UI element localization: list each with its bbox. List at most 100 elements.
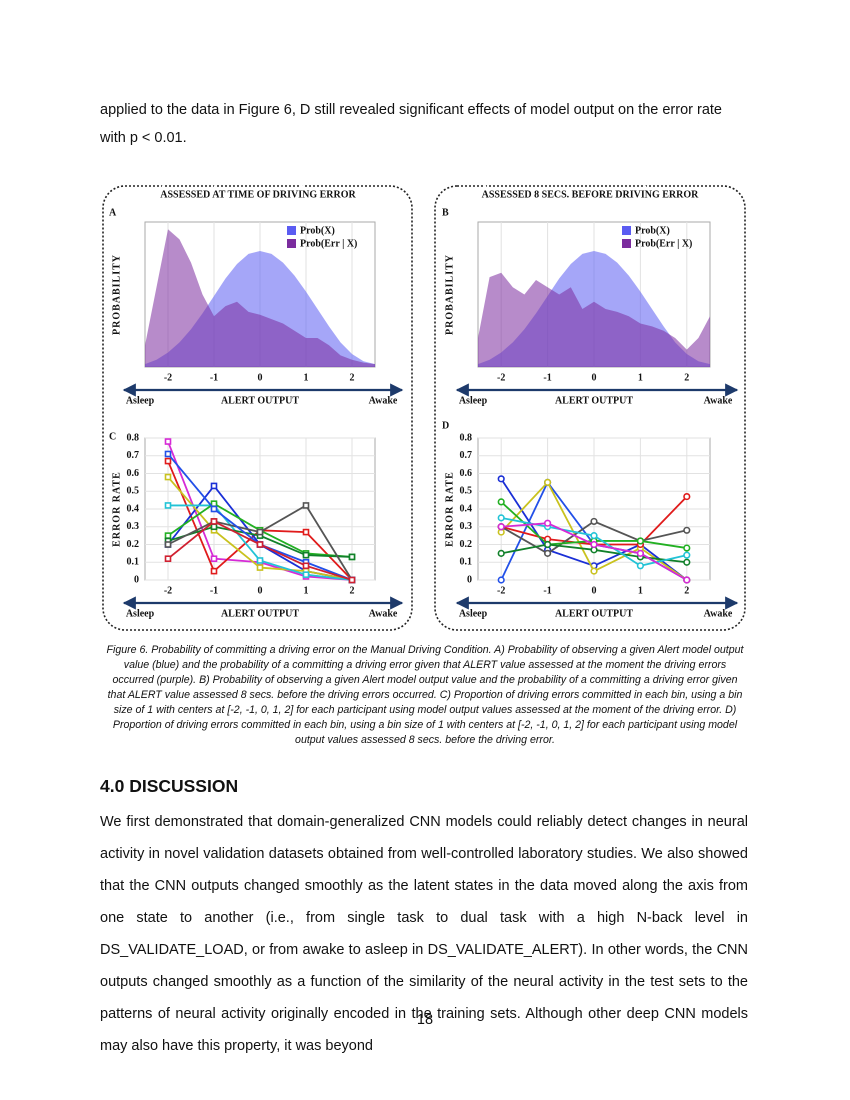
marker (256, 528, 264, 536)
y-axis-label: PROBABILITY (444, 254, 455, 335)
x-tick-label: 1 (304, 372, 309, 383)
marker (164, 555, 172, 563)
panel-label: C (109, 431, 116, 442)
marker (164, 450, 172, 458)
marker (636, 562, 645, 570)
y-tick-label: 0.7 (127, 450, 140, 461)
y-axis-label: ERROR RATE (444, 471, 455, 547)
y-tick-label: 0.8 (460, 432, 473, 443)
x-tick-label: 0 (592, 585, 597, 596)
legend-swatch (287, 239, 296, 248)
y-tick-label: 0.5 (127, 486, 140, 497)
x-right-label: Awake (704, 395, 733, 406)
y-tick-label: 0.6 (127, 468, 140, 479)
legend-swatch (287, 226, 296, 235)
x-right-label: Awake (704, 608, 733, 619)
legend-swatch (622, 239, 631, 248)
marker (590, 540, 598, 549)
marker (683, 558, 691, 566)
x-tick-label: 2 (684, 372, 689, 383)
x-axis-label: ALERT OUTPUT (555, 395, 633, 406)
figure-caption: Figure 6. Probability of committing a dr… (106, 644, 744, 746)
marker (210, 482, 218, 490)
marker (543, 540, 552, 549)
marker (302, 562, 310, 570)
legend-label: Prob(Err | X) (635, 238, 692, 249)
legend-label: Prob(X) (635, 225, 670, 236)
marker (683, 526, 691, 534)
marker (590, 517, 598, 526)
x-tick-label: 1 (638, 372, 643, 383)
y-tick-label: 0.6 (460, 468, 473, 479)
marker (497, 549, 505, 557)
panel-label: A (109, 207, 117, 218)
x-tick-label: -1 (543, 372, 551, 383)
y-tick-label: 0.2 (127, 539, 140, 550)
y-tick-label: 0 (467, 574, 472, 585)
panel-box (102, 185, 413, 631)
marker (256, 541, 264, 548)
x-tick-label: -2 (497, 585, 505, 596)
x-right-label: Awake (369, 608, 398, 619)
y-tick-label: 0.7 (460, 450, 473, 461)
marker (210, 523, 218, 531)
marker (590, 532, 598, 540)
x-tick-label: 2 (684, 585, 689, 596)
marker (256, 564, 264, 571)
y-tick-label: 0.4 (460, 503, 473, 514)
marker (543, 519, 552, 527)
x-left-label: Asleep (459, 608, 488, 619)
y-tick-label: 0.5 (460, 486, 473, 497)
panel-label: B (442, 207, 449, 218)
x-axis-label: ALERT OUTPUT (221, 608, 299, 619)
marker (348, 553, 356, 561)
figure: A ASSESSED AT TIME OF DRIVING ERROR -2 -1 0 1… (102, 185, 746, 631)
panel-box (434, 185, 746, 631)
area (478, 272, 710, 367)
x-left-label: Asleep (126, 395, 155, 406)
legend-swatch (622, 226, 631, 235)
marker (210, 555, 218, 563)
marker (302, 528, 310, 536)
marker (683, 576, 691, 584)
x-tick-label: -2 (497, 372, 505, 383)
x-tick-label: -1 (210, 372, 218, 383)
x-right-label: Awake (369, 395, 398, 406)
marker (164, 532, 172, 539)
area (145, 229, 375, 367)
marker (636, 549, 645, 557)
marker (210, 567, 218, 575)
marker (164, 473, 172, 481)
marker (164, 541, 172, 548)
x-tick-label: -1 (543, 585, 551, 596)
x-left-label: Asleep (459, 395, 488, 406)
marker (543, 549, 552, 557)
legend-label: Prob(X) (300, 225, 335, 236)
y-tick-label: 0.1 (127, 557, 140, 568)
marker (302, 502, 310, 509)
marker (210, 500, 218, 507)
marker (256, 557, 264, 564)
marker (210, 518, 218, 525)
y-tick-label: 0.2 (460, 539, 473, 550)
marker (497, 498, 505, 506)
y-tick-label: 0.1 (460, 557, 473, 568)
x-axis-label: ALERT OUTPUT (555, 608, 633, 619)
marker (497, 475, 505, 483)
x-axis-label: ALERT OUTPUT (221, 395, 299, 406)
x-tick-label: -1 (210, 585, 218, 596)
section-heading: 4.0 DISCUSSION (100, 776, 239, 796)
y-tick-label: 0.8 (127, 432, 140, 443)
marker (497, 514, 505, 522)
panel-title: ASSESSED AT TIME OF DRIVING ERROR (160, 189, 356, 200)
marker (164, 438, 172, 445)
x-tick-label: 2 (350, 585, 355, 596)
x-tick-label: 1 (638, 585, 643, 596)
y-tick-label: 0.4 (127, 503, 140, 514)
x-tick-label: 0 (258, 585, 263, 596)
intro-text: applied to the data in Figure 6, D still… (100, 102, 722, 146)
marker (497, 523, 505, 531)
marker (164, 457, 172, 465)
marker (348, 576, 356, 584)
